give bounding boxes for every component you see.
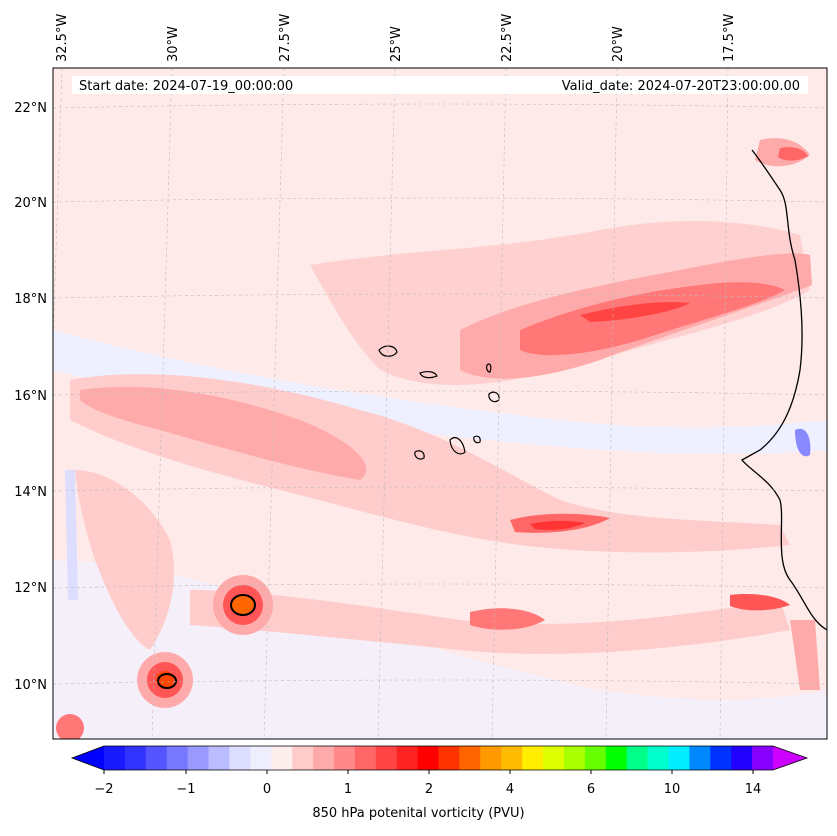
colorbar-tick-label: 0 — [263, 782, 271, 797]
colorbar-swatch — [459, 746, 481, 770]
colorbar-swatch — [731, 746, 753, 770]
lon-label: 17.5°W — [722, 14, 737, 62]
colorbar-ticks: −2 −1 0 1 2 4 6 10 14 — [94, 782, 761, 797]
colorbar-tick-label: −2 — [94, 782, 113, 797]
colorbar-tick-label: 10 — [664, 782, 681, 797]
colorbar-swatch — [480, 746, 502, 770]
colorbar-tick-label: 1 — [344, 782, 352, 797]
colorbar-swatch — [104, 746, 126, 770]
date-banner — [72, 76, 808, 94]
colorbar-swatch — [438, 746, 460, 770]
lon-label: 30°W — [166, 26, 181, 62]
lat-label: 18°N — [14, 292, 47, 307]
colorbar-swatch — [543, 746, 565, 770]
colorbar-swatch — [584, 746, 607, 770]
graticule — [53, 68, 827, 739]
lat-label: 12°N — [14, 581, 47, 596]
colorbar-swatch — [647, 746, 669, 770]
colorbar-swatch — [710, 746, 732, 770]
colorbar-swatch — [689, 746, 711, 770]
colorbar-swatch — [124, 746, 147, 770]
colorbar — [70, 745, 809, 774]
colorbar-swatch — [752, 746, 774, 770]
colorbar-swatch — [208, 746, 230, 770]
pv-field — [53, 68, 827, 739]
colorbar-swatch — [563, 746, 586, 770]
colorbar-over-arrow — [773, 746, 807, 770]
lat-label: 10°N — [14, 678, 47, 693]
lon-label: 20°W — [611, 26, 626, 62]
colorbar-swatch — [417, 746, 439, 770]
colorbar-tick-label: 4 — [506, 782, 514, 797]
colorbar-title: 850 hPa potenital vorticity (PVU) — [312, 806, 525, 821]
colorbar-swatch — [375, 746, 398, 770]
colorbar-tick-label: 2 — [425, 782, 433, 797]
colorbar-swatch — [668, 746, 690, 770]
colorbar-tick-label: 6 — [587, 782, 595, 797]
longitude-labels: 32.5°W 30°W 27.5°W 25°W 22.5°W 20°W 17.5… — [55, 14, 737, 62]
colorbar-swatch — [250, 746, 272, 770]
colorbar-swatch — [145, 746, 168, 770]
lat-label: 16°N — [14, 389, 47, 404]
colorbar-swatch — [229, 746, 251, 770]
lon-label: 25°W — [389, 26, 404, 62]
colorbar-swatch — [501, 746, 523, 770]
start-date-label: Start date: 2024-07-19_00:00:00 — [79, 79, 293, 94]
colorbar-swatch — [313, 746, 335, 770]
colorbar-swatch — [292, 746, 314, 770]
valid-date-label: Valid_date: 2024-07-20T23:00:00.00 — [562, 79, 800, 94]
colorbar-swatch — [354, 746, 377, 770]
colorbar-tick-label: −1 — [176, 782, 195, 797]
colorbar-swatch — [605, 746, 628, 770]
colorbar-tick-label: 14 — [745, 782, 762, 797]
colorbar-swatch — [187, 746, 210, 770]
colorbar-swatch — [522, 746, 544, 770]
lat-label: 20°N — [14, 196, 47, 211]
colorbar-swatch — [333, 746, 356, 770]
latitude-labels: 22°N 20°N 18°N 16°N 14°N 12°N 10°N — [14, 101, 47, 693]
lon-label: 32.5°W — [55, 14, 70, 62]
colorbar-swatch — [271, 746, 293, 770]
lat-label: 22°N — [14, 101, 47, 116]
lon-label: 22.5°W — [500, 14, 515, 62]
colorbar-under-arrow — [72, 746, 104, 770]
colorbar-swatch — [166, 746, 189, 770]
map-frame — [52, 67, 828, 740]
colorbar-swatch — [626, 746, 649, 770]
colorbar-swatch — [396, 746, 419, 770]
lon-label: 27.5°W — [278, 14, 293, 62]
lat-label: 14°N — [14, 485, 47, 500]
